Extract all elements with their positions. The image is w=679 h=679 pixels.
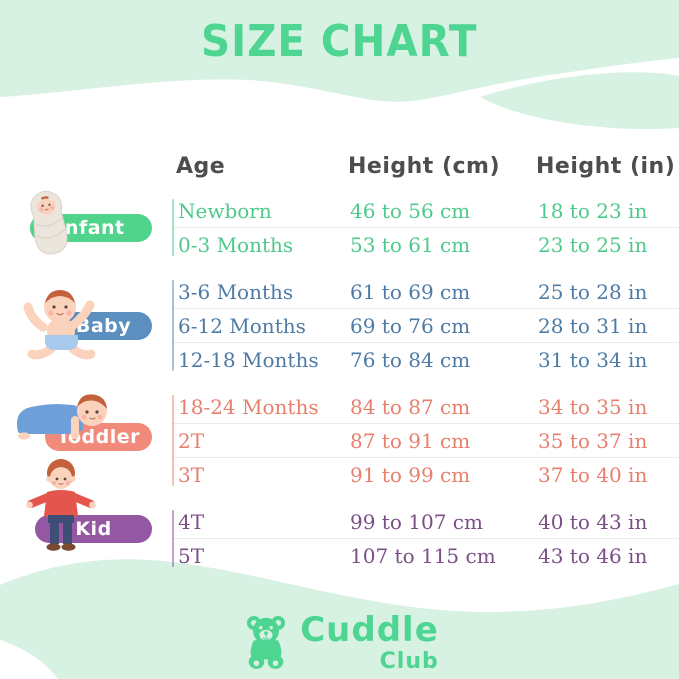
- table-header-row: Age Height (cm) Height (in): [0, 148, 679, 184]
- height-cm-cell: 61 to 69 cm: [350, 279, 471, 304]
- page-title: SIZE CHART: [201, 16, 478, 67]
- height-cm-cell: 76 to 84 cm: [350, 347, 471, 372]
- baby-label-cell: Baby: [0, 275, 172, 376]
- group-baby: Baby 3: [0, 275, 679, 376]
- crawling-toddler-illustration: [16, 394, 107, 440]
- age-cell: 3T: [178, 462, 205, 487]
- size-table: Age Height (cm) Height (in) Infant: [0, 148, 679, 572]
- table-row: Newborn 46 to 56 cm 18 to 23 in: [172, 194, 679, 227]
- kid-rows: 4T 99 to 107 cm 40 to 43 in 5T 107 to 11…: [172, 505, 679, 572]
- brand-logo: Cuddle Club: [0, 612, 679, 674]
- height-in-cell: 35 to 37 in: [538, 428, 648, 453]
- infant-label-cell: Infant: [0, 190, 172, 261]
- table-row: 18-24 Months 84 to 87 cm 34 to 35 in: [172, 390, 679, 423]
- age-cell: 4T: [178, 509, 205, 534]
- height-cm-cell: 46 to 56 cm: [350, 198, 471, 223]
- age-cell: Newborn: [178, 198, 272, 223]
- height-cm-cell: 53 to 61 cm: [350, 232, 471, 257]
- height-cm-cell: 87 to 91 cm: [350, 428, 471, 453]
- brand-name: Cuddle: [300, 610, 439, 650]
- height-in-cell: 31 to 34 in: [538, 347, 648, 372]
- age-cell: 5T: [178, 543, 205, 568]
- table-row: 3-6 Months 61 to 69 cm 25 to 28 in: [172, 275, 679, 308]
- height-in-cell: 34 to 35 in: [538, 394, 648, 419]
- height-cm-cell: 91 to 99 cm: [350, 462, 471, 487]
- swaddled-infant-illustration: [30, 190, 68, 255]
- standing-kid-illustration: [26, 459, 96, 551]
- age-cell: 6-12 Months: [178, 313, 306, 338]
- height-in-cell: 43 to 46 in: [538, 543, 648, 568]
- group-infant: Infant: [0, 190, 679, 261]
- height-in-cell: 25 to 28 in: [538, 279, 648, 304]
- table-row: 6-12 Months 69 to 76 cm 28 to 31 in: [172, 308, 679, 342]
- table-row: 0-3 Months 53 to 61 cm 23 to 25 in: [172, 227, 679, 261]
- infant-rows: Newborn 46 to 56 cm 18 to 23 in 0-3 Mont…: [172, 194, 679, 261]
- brand-logo-text: Cuddle Club: [300, 612, 439, 674]
- height-in-cell: 18 to 23 in: [538, 198, 648, 223]
- height-cm-cell: 69 to 76 cm: [350, 313, 471, 338]
- toddler-rows: 18-24 Months 84 to 87 cm 34 to 35 in 2T …: [172, 390, 679, 491]
- table-row: 12-18 Months 76 to 84 cm 31 to 34 in: [172, 342, 679, 376]
- sitting-baby-illustration: [23, 290, 96, 360]
- table-row: 3T 91 to 99 cm 37 to 40 in: [172, 457, 679, 491]
- header-height-in: Height (in): [536, 153, 676, 179]
- top-wave-decoration: [0, 0, 679, 130]
- brand-suffix: Club: [379, 649, 439, 674]
- height-in-cell: 40 to 43 in: [538, 509, 648, 534]
- bottom-wave-decoration: [0, 559, 679, 679]
- teddy-bear-icon: [247, 616, 286, 669]
- age-cell: 2T: [178, 428, 205, 453]
- height-cm-cell: 99 to 107 cm: [350, 509, 483, 534]
- header-height-cm: Height (cm): [348, 153, 501, 179]
- height-cm-cell: 84 to 87 cm: [350, 394, 471, 419]
- baby-rows: 3-6 Months 61 to 69 cm 25 to 28 in 6-12 …: [172, 275, 679, 376]
- toddler-label-cell: Toddler: [0, 390, 172, 491]
- age-cell: 0-3 Months: [178, 232, 294, 257]
- table-row: 4T 99 to 107 cm 40 to 43 in: [172, 505, 679, 538]
- group-kid: Kid: [0, 459, 679, 572]
- height-in-cell: 37 to 40 in: [538, 462, 648, 487]
- age-cell: 3-6 Months: [178, 279, 294, 304]
- age-cell: 18-24 Months: [178, 394, 319, 419]
- height-cm-cell: 107 to 115 cm: [350, 543, 496, 568]
- kid-label-cell: Kid: [0, 459, 172, 572]
- group-toddler: Toddler 18-24 Months 84 to 87: [0, 390, 679, 491]
- table-row: 5T 107 to 115 cm 43 to 46 in: [172, 538, 679, 572]
- height-in-cell: 23 to 25 in: [538, 232, 648, 257]
- table-row: 2T 87 to 91 cm 35 to 37 in: [172, 423, 679, 457]
- age-cell: 12-18 Months: [178, 347, 319, 372]
- header-age: Age: [176, 153, 226, 179]
- height-in-cell: 28 to 31 in: [538, 313, 648, 338]
